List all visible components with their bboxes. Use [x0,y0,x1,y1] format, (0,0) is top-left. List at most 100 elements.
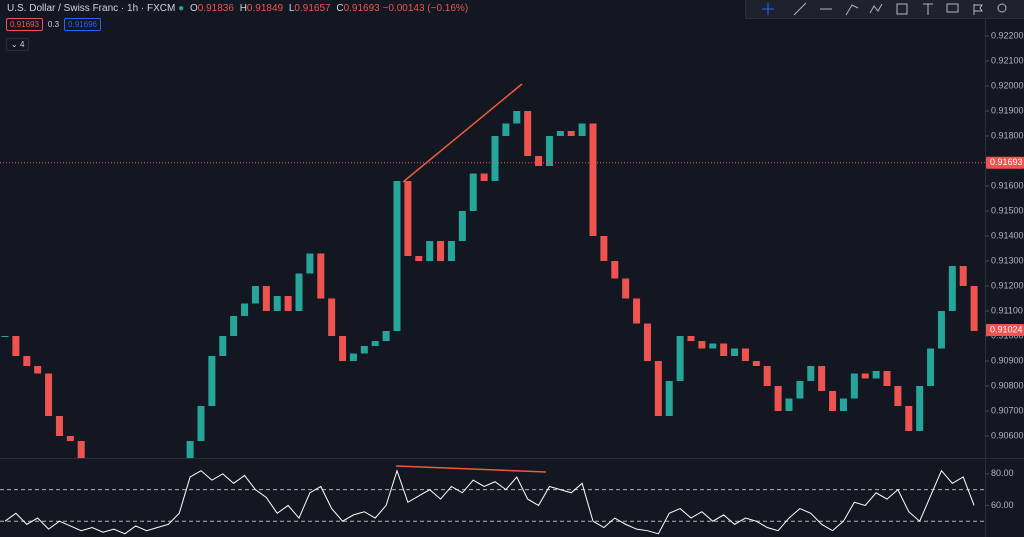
candle [251,286,259,304]
candle [241,303,249,316]
candle [262,286,270,311]
candle [110,499,117,512]
price-label-box [986,156,1024,169]
candle [524,111,532,156]
oscillator [0,469,985,535]
candle [382,331,390,341]
candle [937,311,945,349]
candle [306,253,314,274]
candle [328,298,336,336]
y-tick-label: 0.92000 [991,80,1024,90]
y-tick-label: 0.90700 [991,405,1024,415]
candle [393,181,401,331]
zoom-tool[interactable] [997,3,1007,13]
candle [230,316,238,336]
indicator-toggle[interactable]: ⌄ 4 [6,38,30,51]
candle [458,211,466,241]
candle [600,236,608,261]
bid[interactable]: 0.91693 [6,18,43,31]
candle [12,336,20,356]
candle [654,361,662,416]
candle [796,381,804,399]
candle [611,261,619,279]
candle [371,341,379,346]
trend-line[interactable] [395,465,547,473]
candle [861,373,869,379]
candles [1,111,978,517]
ohlc-value: 0.91693 [343,3,380,14]
candle [23,356,31,366]
shape-tool[interactable] [896,3,908,15]
brush-tool[interactable] [845,4,859,16]
y-tick-label: 60.00 [991,500,1014,510]
flag-tool[interactable] [973,4,983,15]
trendline-tool[interactable] [793,2,807,16]
candle [687,336,695,341]
candle [752,361,760,366]
candle [437,241,445,261]
candle [741,348,749,361]
candle [469,173,477,211]
candle [491,136,499,181]
price-axis: 0.92200 0.92100 0.92000 0.91900 0.91800 0.916… [0,30,1024,510]
trend-line[interactable] [402,83,523,183]
candle [839,398,847,411]
candle [545,136,553,166]
candle [720,343,728,356]
y-tick-label: 80.00 [991,468,1014,478]
candle [665,381,673,416]
candle [927,348,935,386]
candle [502,123,510,136]
candle [404,181,412,256]
y-tick-label: 0.92200 [991,30,1024,40]
candle [829,391,837,411]
candle [415,256,423,261]
candle [676,336,684,381]
y-tick-label: 0.91100 [991,305,1023,315]
candle [894,386,902,406]
candle [45,373,53,416]
candle [731,348,739,356]
candle [143,499,150,517]
candle [154,486,161,499]
oscillator-line [4,469,975,535]
legend: U.S. Dollar / Swiss Franc · 1h · FXCM ● … [7,3,469,14]
drawing-toolbar [745,0,1024,19]
candle [284,296,292,311]
candle [905,406,913,431]
y-tick-label: 0.91600 [991,180,1024,190]
candle [916,386,924,431]
candle [970,286,978,331]
candle [763,366,771,386]
candle [633,298,641,324]
note-tool[interactable] [946,3,959,13]
y-tick-label: 0.90900 [991,355,1024,365]
ohlc-key: O [189,3,198,14]
ohlc-key: H [239,3,247,14]
ask[interactable]: 0.91696 [64,18,101,31]
candle [959,266,967,286]
y-tick-label: 0.92100 [991,55,1024,65]
pattern-tool[interactable] [869,3,883,14]
spread: 0.3 [47,20,60,29]
toolbar-icons [762,2,1007,16]
ohlc-key: C [336,3,344,14]
candle [818,366,826,391]
candle [807,366,815,381]
text-tool[interactable] [923,3,933,15]
candle [426,241,434,261]
candle [165,474,172,487]
candle [186,441,194,458]
indicator-count: 4 [19,40,25,49]
y-tick-label: 0.91500 [991,205,1024,215]
price-label: 0.91024 [990,324,1023,334]
candle [66,436,74,441]
ohlc-value: 0.91836 [197,3,234,14]
candle [349,353,357,361]
y-tick-label: 0.90600 [991,430,1024,440]
candle [883,371,891,386]
candle [567,131,575,136]
candle [480,173,488,181]
symbol: U.S. Dollar / Swiss Franc · 1h · FXCM [7,3,176,14]
candle [556,131,564,136]
